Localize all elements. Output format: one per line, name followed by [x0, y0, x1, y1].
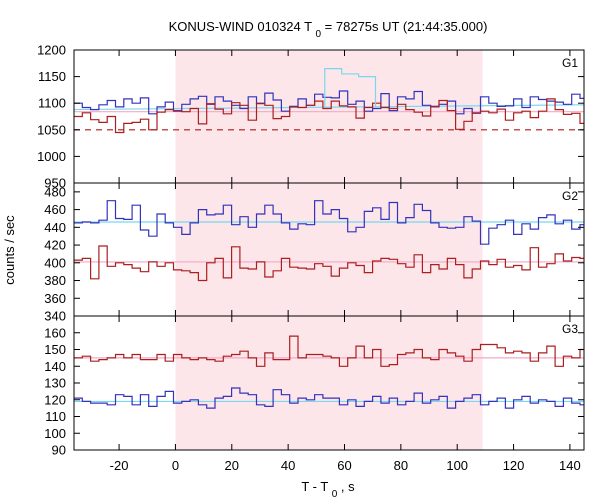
- x-tick-label: 140: [559, 458, 581, 473]
- y-tick-label: 950: [44, 176, 66, 191]
- plot-area: 95010001050110011501200G1340360380400420…: [37, 43, 585, 473]
- burst-step-overlay: [324, 68, 377, 108]
- y-tick-label: 1150: [38, 69, 66, 84]
- y-tick-label: 460: [44, 202, 66, 217]
- y-tick-label: 110: [45, 409, 66, 424]
- series-blue-step-line: [74, 90, 584, 115]
- y-tick-label: 120: [44, 392, 66, 407]
- panel-label-g1: G1: [562, 56, 578, 70]
- chart-title-suffix: = 78275s UT (21:44:35.000): [325, 19, 488, 34]
- y-tick-label: 100: [44, 426, 66, 441]
- x-axis-label-suffix: , s: [341, 479, 355, 494]
- series-red-step-line: [74, 245, 584, 282]
- x-tick-label: 20: [225, 458, 239, 473]
- panel-data-layer: [74, 68, 584, 134]
- y-tick-label: 160: [44, 325, 66, 340]
- x-tick-label: 100: [446, 458, 468, 473]
- panel-data-layer: [74, 200, 584, 282]
- y-tick-label: 90: [52, 443, 66, 458]
- chart-title-subscript: 0: [315, 29, 321, 40]
- x-tick-label: 80: [394, 458, 408, 473]
- y-tick-label: 420: [44, 238, 66, 253]
- y-tick-label: 380: [44, 273, 66, 288]
- chart-title: KONUS-WIND 010324 T 0 = 78275s UT (21:44…: [169, 19, 488, 40]
- panel-label-g3: G3: [562, 322, 578, 336]
- y-tick-label: 440: [44, 220, 66, 235]
- panel-label-g2: G2: [562, 189, 578, 203]
- x-axis-label: T - T 0 , s: [301, 479, 355, 500]
- y-tick-label: 1050: [37, 122, 66, 137]
- y-tick-label: 480: [44, 184, 66, 199]
- chart-title-prefix: KONUS-WIND 010324 T: [169, 19, 313, 34]
- series-red-step-line: [74, 98, 584, 134]
- y-tick-label: 400: [44, 255, 66, 270]
- series-blue-step-line: [74, 387, 584, 409]
- x-axis-label-subscript: 0: [332, 489, 338, 500]
- y-tick-label: 340: [44, 309, 66, 324]
- x-axis-label-prefix: T - T: [301, 479, 328, 494]
- y-tick-label: 150: [44, 342, 66, 357]
- y-tick-label: 1100: [38, 96, 66, 111]
- fit-line-fit_cyan: [74, 104, 584, 111]
- x-tick-label: 60: [337, 458, 351, 473]
- x-tick-label: 40: [281, 458, 295, 473]
- x-tick-label: -20: [110, 458, 129, 473]
- shaded-interval: [175, 50, 483, 450]
- y-tick-label: 1000: [37, 149, 66, 164]
- x-tick-label: 0: [172, 458, 179, 473]
- y-tick-label: 1200: [37, 43, 66, 58]
- x-tick-label: 120: [503, 458, 525, 473]
- y-tick-label: 360: [44, 291, 66, 306]
- panel-data-layer: [74, 335, 584, 409]
- y-tick-label: 140: [44, 359, 66, 374]
- y-axis-label: counts / sec: [2, 215, 17, 285]
- panel-g1: 950 1000 1050 1100 1150 1200 G1: [37, 43, 585, 191]
- series-red-step-line: [74, 335, 584, 367]
- y-tick-label: 130: [44, 376, 66, 391]
- series-blue-step-line: [74, 200, 584, 245]
